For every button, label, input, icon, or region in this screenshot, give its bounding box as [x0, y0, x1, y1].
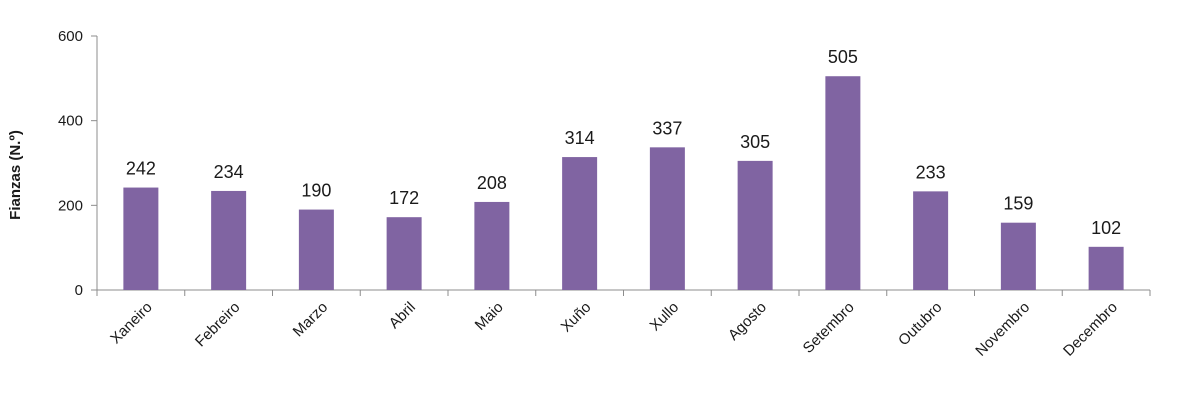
data-label: 314: [565, 128, 595, 148]
bar: [913, 191, 949, 290]
bar: [737, 160, 773, 290]
x-category-label: Xaneiro: [107, 299, 156, 348]
bar: [386, 217, 422, 290]
x-category-label: Setembro: [800, 299, 858, 357]
x-category-label: Maio: [472, 299, 507, 334]
data-label: 159: [1003, 194, 1033, 214]
axes: [96, 36, 1151, 296]
bar: [1088, 246, 1124, 290]
bar: [474, 201, 510, 290]
data-label: 337: [652, 118, 682, 138]
x-category-label: Xullo: [647, 299, 683, 335]
bar: [1000, 222, 1036, 290]
data-label: 242: [126, 159, 156, 179]
bar: [562, 157, 598, 290]
y-tick-label: 600: [58, 28, 83, 45]
x-category-label: Novembro: [972, 299, 1033, 360]
bar: [211, 190, 247, 290]
bar: [123, 187, 159, 290]
bars: [123, 76, 1124, 290]
data-label: 172: [389, 188, 419, 208]
bar: [649, 147, 685, 290]
x-category-label: Agosto: [725, 299, 770, 344]
x-category-label: Decembro: [1060, 299, 1121, 360]
bar: [825, 76, 861, 290]
x-category-label: Abril: [386, 299, 419, 332]
y-axis-title: Fianzas (N.º): [7, 130, 24, 220]
y-tick-label: 200: [58, 197, 83, 214]
x-axis-labels: Xaneiro Febreiro Marzo Abril Maio Xuño Xullo Ag…: [107, 299, 1121, 360]
y-tick-label: 0: [75, 282, 83, 299]
x-category-label: Marzo: [290, 299, 331, 340]
data-label: 190: [301, 181, 331, 201]
y-axis-ticks: 0 200 400 600: [58, 28, 97, 299]
data-label: 505: [828, 47, 858, 67]
data-label: 234: [214, 162, 244, 182]
data-label: 102: [1091, 218, 1121, 238]
data-label: 233: [916, 162, 946, 182]
x-category-label: Febreiro: [192, 299, 244, 351]
bar: [298, 209, 334, 290]
y-tick-label: 400: [58, 113, 83, 130]
data-labels: 242 234 190 172 208 314 337 305 505 233 159 102: [126, 47, 1121, 238]
x-category-label: Xuño: [558, 299, 595, 336]
x-category-label: Outubro: [895, 299, 945, 349]
data-label: 305: [740, 132, 770, 152]
data-label: 208: [477, 173, 507, 193]
y-axis-title-group: Fianzas (N.º): [7, 130, 24, 220]
